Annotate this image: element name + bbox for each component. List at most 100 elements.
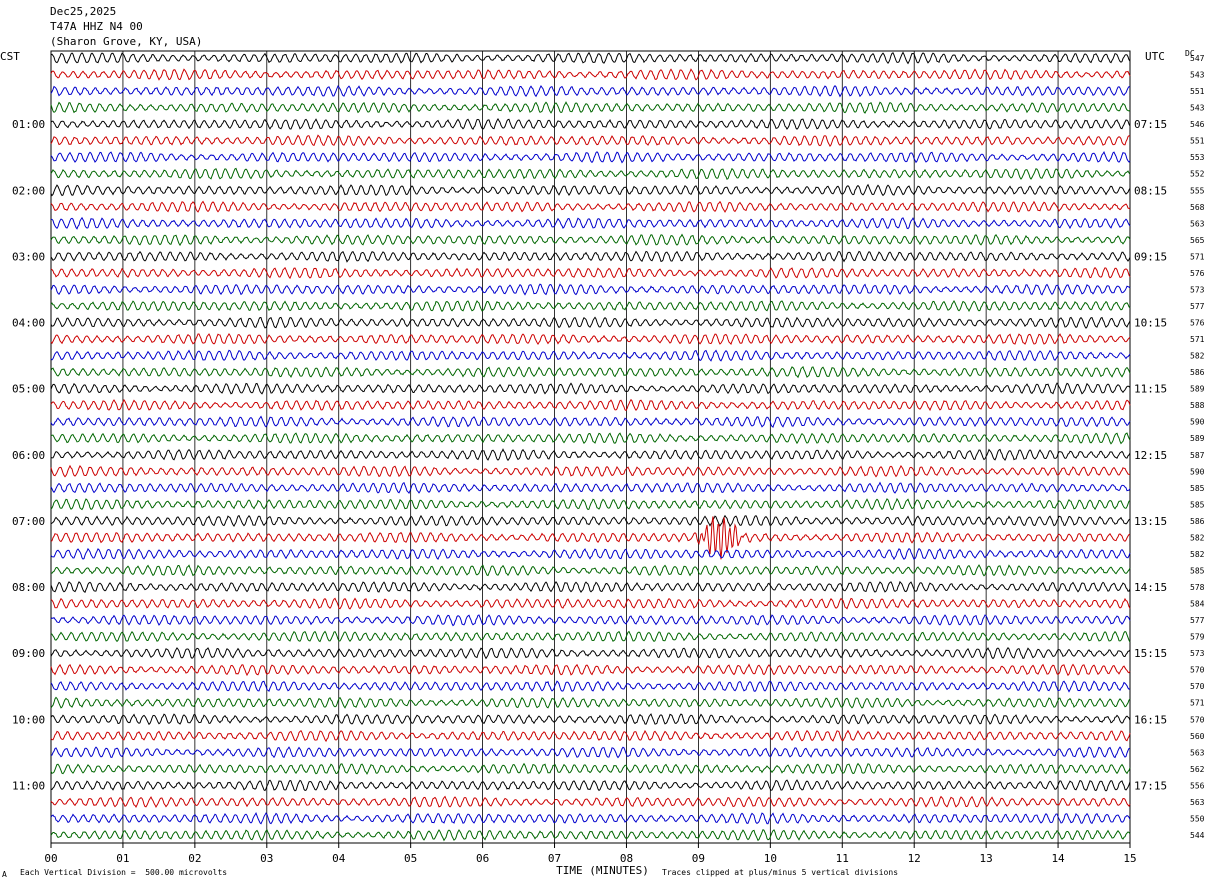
trace-line xyxy=(50,300,1131,313)
left-hour-label: 06:00 xyxy=(12,449,45,462)
trace-line xyxy=(50,415,1131,428)
dc-offset-value: 582 xyxy=(1190,352,1205,361)
dc-offset-value: 571 xyxy=(1190,335,1205,344)
dc-offset-value: 576 xyxy=(1190,269,1205,278)
trace-line xyxy=(50,762,1131,775)
dc-offset-value: 571 xyxy=(1190,699,1205,708)
footer-scale-note: Each Vertical Division = 500.00 microvol… xyxy=(20,868,228,877)
trace-line xyxy=(50,84,1131,98)
left-timezone-label: CST xyxy=(0,50,20,63)
right-hour-label: 13:15 xyxy=(1134,515,1167,528)
x-axis-label: TIME (MINUTES) xyxy=(556,864,649,877)
trace-line xyxy=(50,497,1131,511)
x-tick-label: 14 xyxy=(1051,852,1065,865)
x-tick-label: 00 xyxy=(44,852,57,865)
dc-offset-value: 577 xyxy=(1190,616,1205,625)
left-hour-label: 04:00 xyxy=(12,317,45,330)
dc-offset-value: 585 xyxy=(1190,500,1205,509)
dc-offset-value: 587 xyxy=(1190,451,1205,460)
x-tick-label: 15 xyxy=(1123,852,1136,865)
header-date: Dec25,2025 xyxy=(50,5,117,18)
trace-line xyxy=(50,779,1131,792)
x-tick-label: 02 xyxy=(188,852,201,865)
dc-offset-value: 563 xyxy=(1190,748,1205,757)
dc-offset-value: 544 xyxy=(1190,831,1205,840)
trace-line xyxy=(50,332,1131,345)
trace-line xyxy=(50,795,1131,809)
dc-offset-value: 579 xyxy=(1190,633,1205,642)
dc-offset-value: 588 xyxy=(1190,401,1205,410)
right-hour-label: 14:15 xyxy=(1134,581,1167,594)
trace-line xyxy=(50,151,1131,164)
left-hour-label: 08:00 xyxy=(12,581,45,594)
trace-line xyxy=(50,101,1131,114)
dc-label: DC xyxy=(1185,49,1195,58)
x-tick-label: 05 xyxy=(404,852,417,865)
footer-mark: A xyxy=(2,870,7,879)
left-hour-label: 11:00 xyxy=(12,779,45,792)
dc-offset-value: 547 xyxy=(1190,54,1205,63)
dc-offset-value: 577 xyxy=(1190,302,1205,311)
dc-offset-value: 578 xyxy=(1190,583,1205,592)
x-tick-label: 01 xyxy=(116,852,129,865)
dc-offset-value: 563 xyxy=(1190,798,1205,807)
dc-offset-value: 585 xyxy=(1190,484,1205,493)
trace-line xyxy=(50,464,1131,478)
trace-line xyxy=(50,366,1131,379)
left-hour-label: 09:00 xyxy=(12,647,45,660)
right-hour-label: 17:15 xyxy=(1134,779,1167,792)
dc-offset-value: 582 xyxy=(1190,533,1205,542)
trace-line xyxy=(50,614,1131,627)
trace-line xyxy=(50,547,1131,561)
left-hour-label: 07:00 xyxy=(12,515,45,528)
dc-offset-value: 563 xyxy=(1190,219,1205,228)
dc-offset-value: 560 xyxy=(1190,732,1205,741)
dc-offset-value: 552 xyxy=(1190,170,1205,179)
dc-offset-value: 543 xyxy=(1190,104,1205,113)
plot-frame xyxy=(50,50,1131,844)
dc-offset-value: 589 xyxy=(1190,385,1205,394)
dc-offset-value: 589 xyxy=(1190,434,1205,443)
dc-offset-value: 586 xyxy=(1190,517,1205,526)
trace-line xyxy=(50,481,1131,494)
right-hour-label: 08:15 xyxy=(1134,184,1167,197)
trace-line xyxy=(50,448,1131,462)
trace-line xyxy=(50,283,1131,296)
left-hour-label: 05:00 xyxy=(12,383,45,396)
trace-line xyxy=(50,696,1131,709)
dc-offset-value: 590 xyxy=(1190,418,1205,427)
dc-offset-value: 568 xyxy=(1190,203,1205,212)
trace-line xyxy=(50,216,1131,230)
trace-line xyxy=(50,729,1131,743)
trace-line xyxy=(50,663,1131,677)
trace-line xyxy=(50,516,1131,560)
header-location: (Sharon Grove, KY, USA) xyxy=(50,35,203,48)
dc-offset-value: 590 xyxy=(1190,467,1205,476)
trace-line xyxy=(50,680,1131,693)
header-station: T47A HHZ N4 00 xyxy=(50,20,143,33)
left-hour-label: 03:00 xyxy=(12,250,45,263)
dc-offset-value: 573 xyxy=(1190,649,1205,658)
dc-offset-value: 555 xyxy=(1190,186,1205,195)
dc-offset-value: 556 xyxy=(1190,781,1205,790)
trace-line xyxy=(50,134,1131,148)
trace-line xyxy=(50,266,1131,280)
x-tick-label: 04 xyxy=(332,852,346,865)
dc-offset-value: 585 xyxy=(1190,566,1205,575)
x-tick-label: 09 xyxy=(692,852,705,865)
dc-offset-value: 546 xyxy=(1190,120,1205,129)
trace-line xyxy=(50,316,1131,329)
left-hour-label: 10:00 xyxy=(12,713,45,726)
trace-line xyxy=(50,183,1131,197)
trace-line xyxy=(50,580,1131,593)
dc-offset-value: 562 xyxy=(1190,765,1205,774)
dc-offset-value: 543 xyxy=(1190,71,1205,80)
trace-line xyxy=(50,630,1131,643)
x-tick-label: 12 xyxy=(908,852,921,865)
x-tick-label: 07 xyxy=(548,852,561,865)
trace-line xyxy=(50,167,1131,180)
dc-offset-value: 576 xyxy=(1190,319,1205,328)
x-tick-label: 10 xyxy=(764,852,777,865)
x-tick-label: 03 xyxy=(260,852,273,865)
